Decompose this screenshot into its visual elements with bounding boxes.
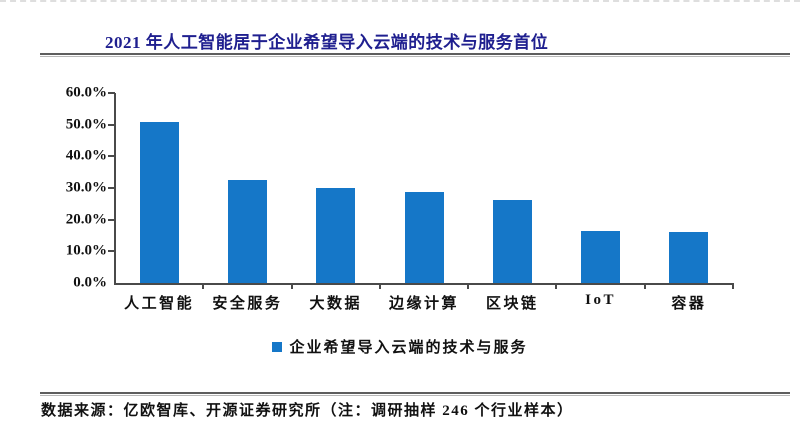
y-tick-label: 10.0% bbox=[65, 242, 107, 259]
x-category-label: 容器 bbox=[671, 296, 707, 312]
x-tick-mark bbox=[732, 283, 734, 289]
y-tick-mark bbox=[108, 92, 115, 94]
x-category-label: 人工智能 bbox=[124, 296, 195, 312]
bar-边缘计算 bbox=[404, 192, 444, 283]
y-tick-label: 60.0% bbox=[65, 84, 107, 101]
y-tick-mark bbox=[108, 187, 115, 189]
y-tick-label: 40.0% bbox=[65, 147, 107, 164]
y-axis-line bbox=[114, 93, 116, 285]
x-tick-mark bbox=[378, 283, 381, 289]
y-tick-label: 30.0% bbox=[65, 179, 107, 196]
y-tick-label: 20.0% bbox=[65, 211, 107, 228]
x-category-label: 安全服务 bbox=[212, 296, 283, 312]
y-tick-mark bbox=[108, 218, 115, 221]
x-tick-mark bbox=[643, 283, 646, 289]
source-divider-line bbox=[40, 392, 790, 396]
bar-容器 bbox=[669, 232, 709, 283]
title-divider-line bbox=[40, 53, 790, 57]
bar-安全服务 bbox=[227, 179, 267, 283]
bar-IoT bbox=[581, 230, 621, 283]
x-axis-line bbox=[114, 283, 734, 285]
top-dashed-divider bbox=[0, 0, 800, 2]
x-tick-mark bbox=[467, 283, 470, 289]
x-category-label: 区块链 bbox=[486, 296, 539, 312]
legend-swatch-icon bbox=[272, 341, 283, 352]
x-category-label: 边缘计算 bbox=[388, 296, 460, 312]
x-category-label: 大数据 bbox=[309, 296, 362, 312]
y-tick-mark bbox=[108, 250, 115, 253]
x-tick-mark bbox=[290, 283, 293, 289]
y-tick-mark bbox=[108, 155, 115, 158]
bar-区块链 bbox=[492, 199, 532, 283]
bar-人工智能 bbox=[139, 121, 179, 283]
source-note: 数据来源：亿欧智库、开源证券研究所（注：调研抽样 246 个行业样本） bbox=[41, 403, 574, 419]
figure-title: 2021 年人工智能居于企业希望导入云端的技术与服务首位 bbox=[105, 33, 549, 52]
y-tick-mark bbox=[108, 123, 115, 126]
y-tick-label: 0.0% bbox=[73, 274, 107, 291]
bar-大数据 bbox=[316, 188, 356, 283]
y-tick-label: 50.0% bbox=[65, 116, 107, 133]
x-category-label: IoT bbox=[585, 292, 616, 308]
x-tick-mark bbox=[202, 283, 205, 289]
legend: 企业希望导入云端的技术与服务 bbox=[0, 336, 800, 357]
legend-label: 企业希望导入云端的技术与服务 bbox=[289, 340, 528, 356]
x-tick-mark bbox=[555, 283, 558, 289]
